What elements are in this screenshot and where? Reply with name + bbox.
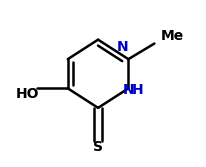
Text: N: N xyxy=(117,40,128,54)
Text: N: N xyxy=(122,83,134,97)
Text: Me: Me xyxy=(160,29,183,43)
Text: S: S xyxy=(93,140,103,154)
Text: HO: HO xyxy=(16,87,39,101)
Text: H: H xyxy=(131,83,143,97)
